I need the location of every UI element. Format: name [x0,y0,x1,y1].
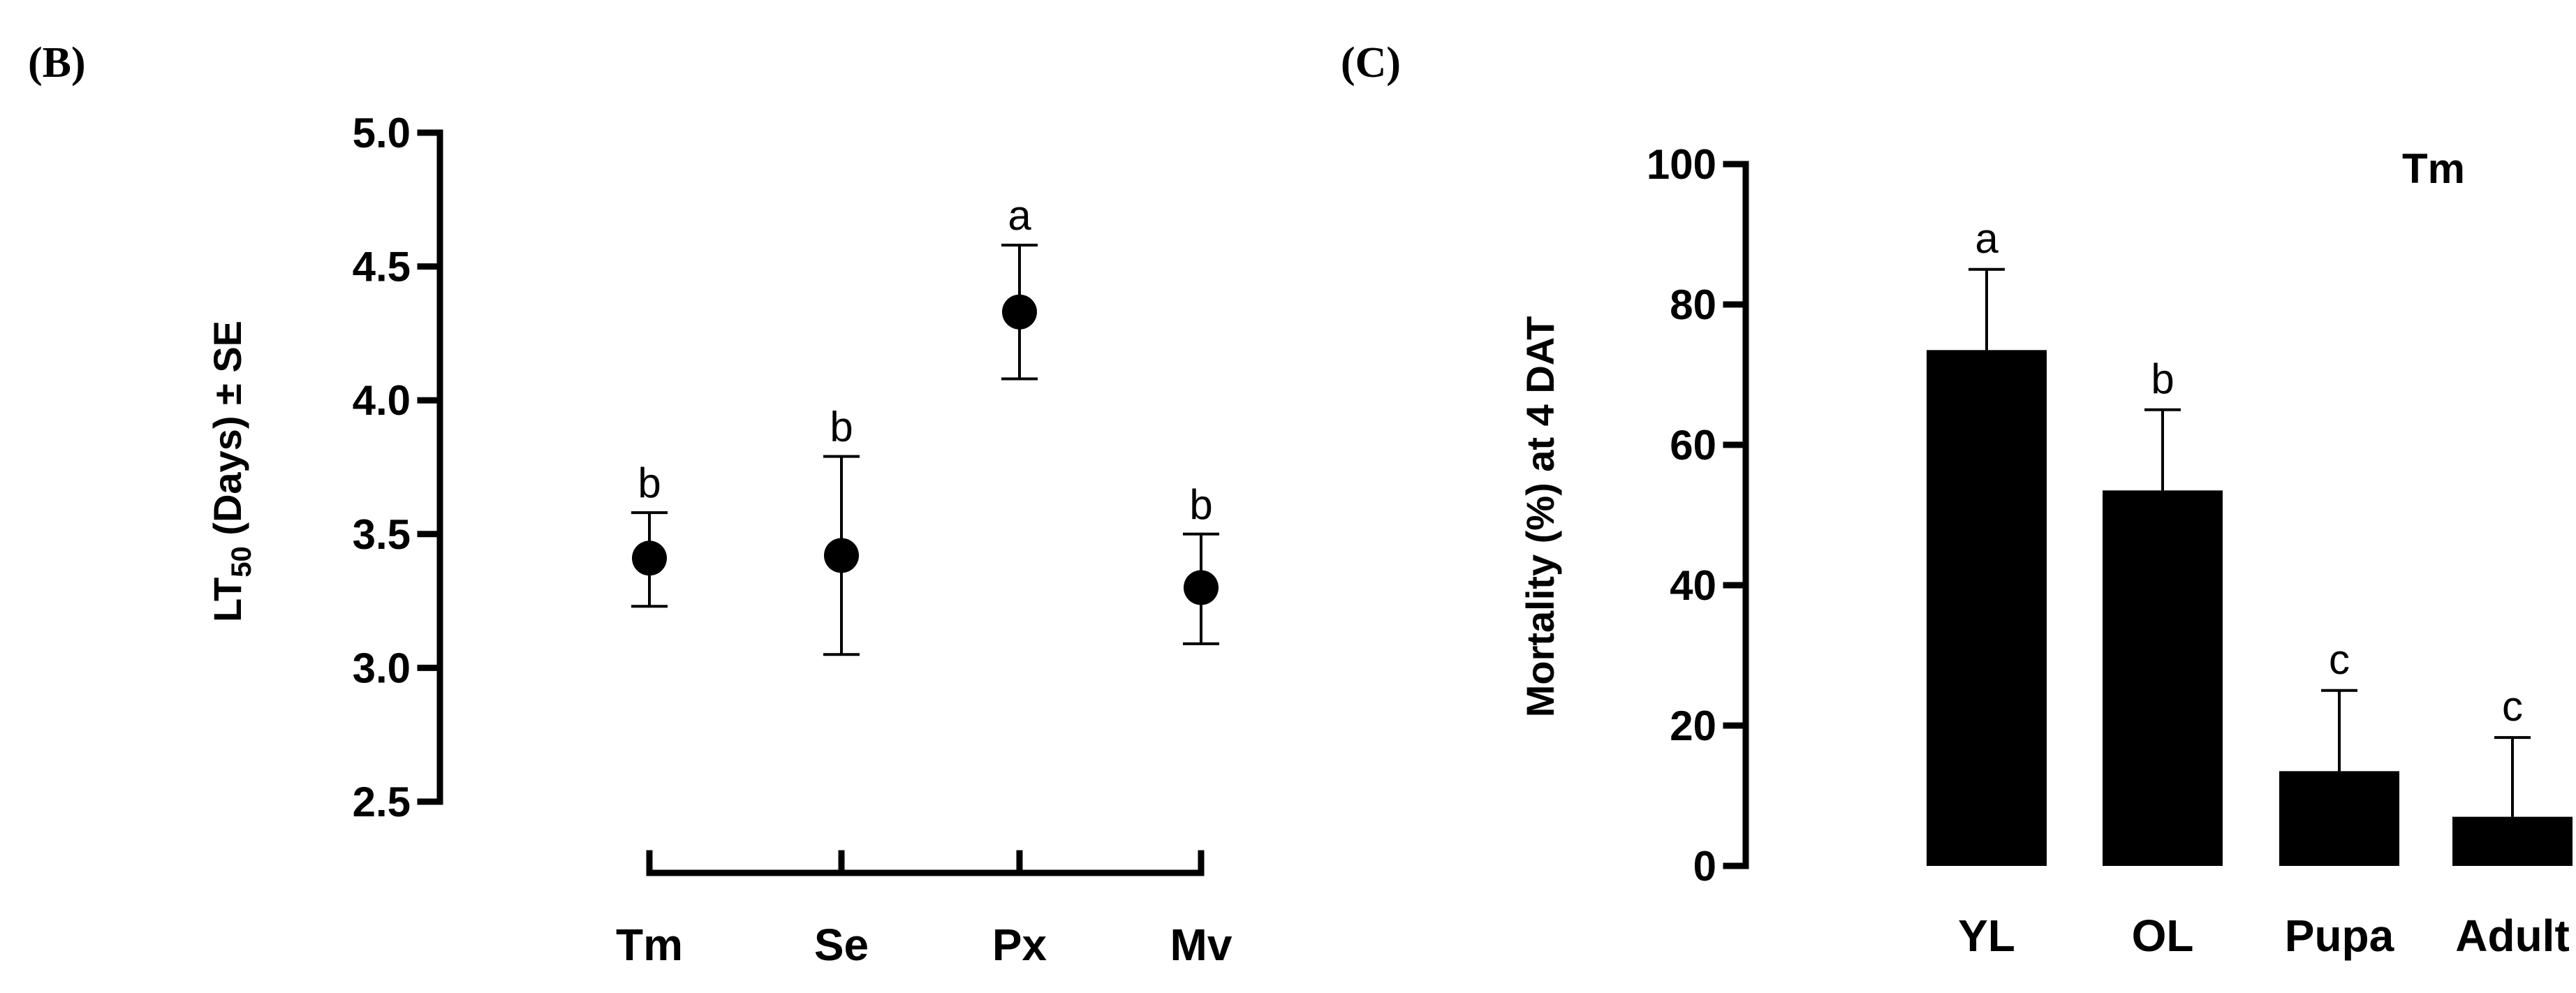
chart-c-y-tick-label: 80 [1670,281,1716,328]
chart-b-significance-letter: b [1189,481,1212,528]
chart-c-significance-letter: a [1975,215,1999,262]
chart-b-category-label: Px [992,920,1047,970]
chart-c-category-label: Adult [2455,911,2570,961]
chart-b-point [632,540,667,576]
chart-b-y-tick-label: 2.5 [353,779,411,825]
chart-c-y-tick-label: 60 [1670,422,1716,469]
chart-c-bar [2452,816,2573,866]
chart-c-category-label: Pupa [2285,911,2394,961]
chart-c-axes [1723,161,1749,869]
chart-c-category-label: OL [2132,911,2194,961]
chart-c-y-tick-label: 20 [1670,703,1716,749]
chart-b-axes [417,129,1205,876]
chart-b-significance-letter: a [1008,192,1031,239]
chart-b-category-labels: Tm Se Px Mv [616,920,1232,970]
chart-b-category-label: Mv [1170,920,1232,970]
chart-b-category-label: Tm [616,920,683,970]
chart-b-y-axis-title: LT50 (Days) ± SE [205,321,257,622]
chart-b-point [1002,294,1037,330]
chart-c-category-labels: YL OL Pupa Adult [1958,911,2570,961]
chart-c-significance-letter: b [2151,355,2174,402]
chart-b-point [824,538,859,573]
chart-b-y-tick-label: 4.5 [353,244,411,290]
chart-c-bar [2279,771,2399,866]
chart-c-annotation: Tm [2402,145,2465,192]
chart-c-y-axis-title: Mortality (%) at 4 DAT [1518,316,1562,718]
chart-c-significance-letter: c [2502,683,2523,730]
chart-b-point [1184,570,1219,605]
chart-c-y-tick-label: 100 [1647,141,1716,188]
chart-b-significance-letter: b [830,404,853,450]
chart-b-y-title-sub: 50 [226,546,257,578]
chart-b-significance-letter: b [638,459,661,506]
chart-b-y-tick-label: 3.0 [353,645,411,691]
chart-b-points [631,243,1219,656]
chart-b: 2.5 3.0 3.5 4.0 4.5 5.0 b b a b Tm Se Px Mv LT50 (D… [205,110,1232,970]
chart-b-significance-letters: b b a b [638,192,1212,528]
chart-c-y-tick-label: 40 [1670,562,1716,609]
chart-c-category-label: YL [1958,911,2015,961]
chart-b-y-title-rest: (Days) ± SE [205,321,249,546]
chart-c-bar [2103,490,2223,866]
chart-c-bars [1927,267,2573,866]
chart-b-y-tick-label: 5.0 [353,110,411,156]
chart-c-tick-labels: 0 20 40 60 80 100 [1647,141,1716,890]
chart-b-tick-labels: 2.5 3.0 3.5 4.0 4.5 5.0 [353,110,411,825]
chart-c-significance-letters: a b c c [1975,215,2523,730]
chart-c: 0 20 40 60 80 100 a b c c YL OL Pupa Adult Mortalit… [1518,141,2573,961]
chart-c-y-tick-label: 0 [1693,843,1716,890]
chart-b-category-label: Se [814,920,869,970]
chart-c-bar [1927,350,2047,866]
panel-b-label: (B) [28,39,86,87]
chart-b-y-tick-label: 4.0 [353,377,411,424]
panel-c-label: (C) [1341,39,1401,87]
chart-b-y-tick-label: 3.5 [353,511,411,558]
chart-b-y-title-main: LT [205,578,249,622]
chart-c-significance-letter: c [2329,636,2350,683]
